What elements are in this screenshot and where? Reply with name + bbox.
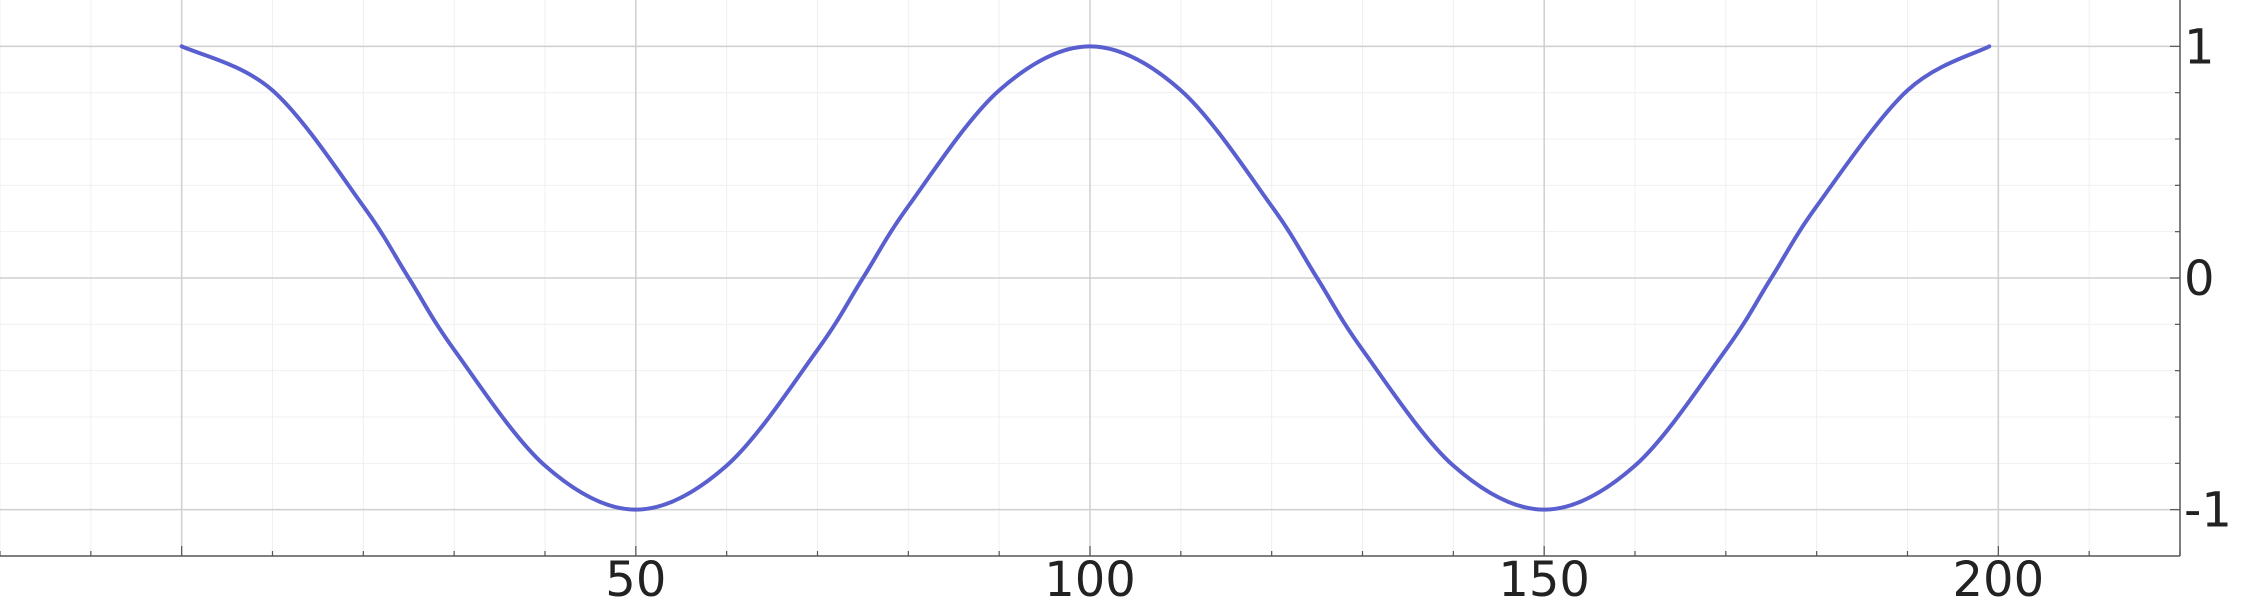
series-layer [179, 44, 1992, 512]
y-tick-label: -1 [2184, 483, 2232, 539]
axes [0, 0, 2181, 557]
x-tick-label: 100 [1044, 552, 1136, 600]
major-grid [0, 0, 2180, 556]
x-tick-label: 50 [605, 552, 666, 600]
y-tick-label: 0 [2184, 251, 2215, 307]
x-tick-label: 150 [1498, 552, 1590, 600]
series-line [179, 44, 1992, 512]
tick-labels: 50 100 150 200 -1 0 1 [605, 19, 2232, 600]
x-tick-label: 200 [1953, 552, 2045, 600]
y-tick-label: 1 [2184, 19, 2215, 75]
